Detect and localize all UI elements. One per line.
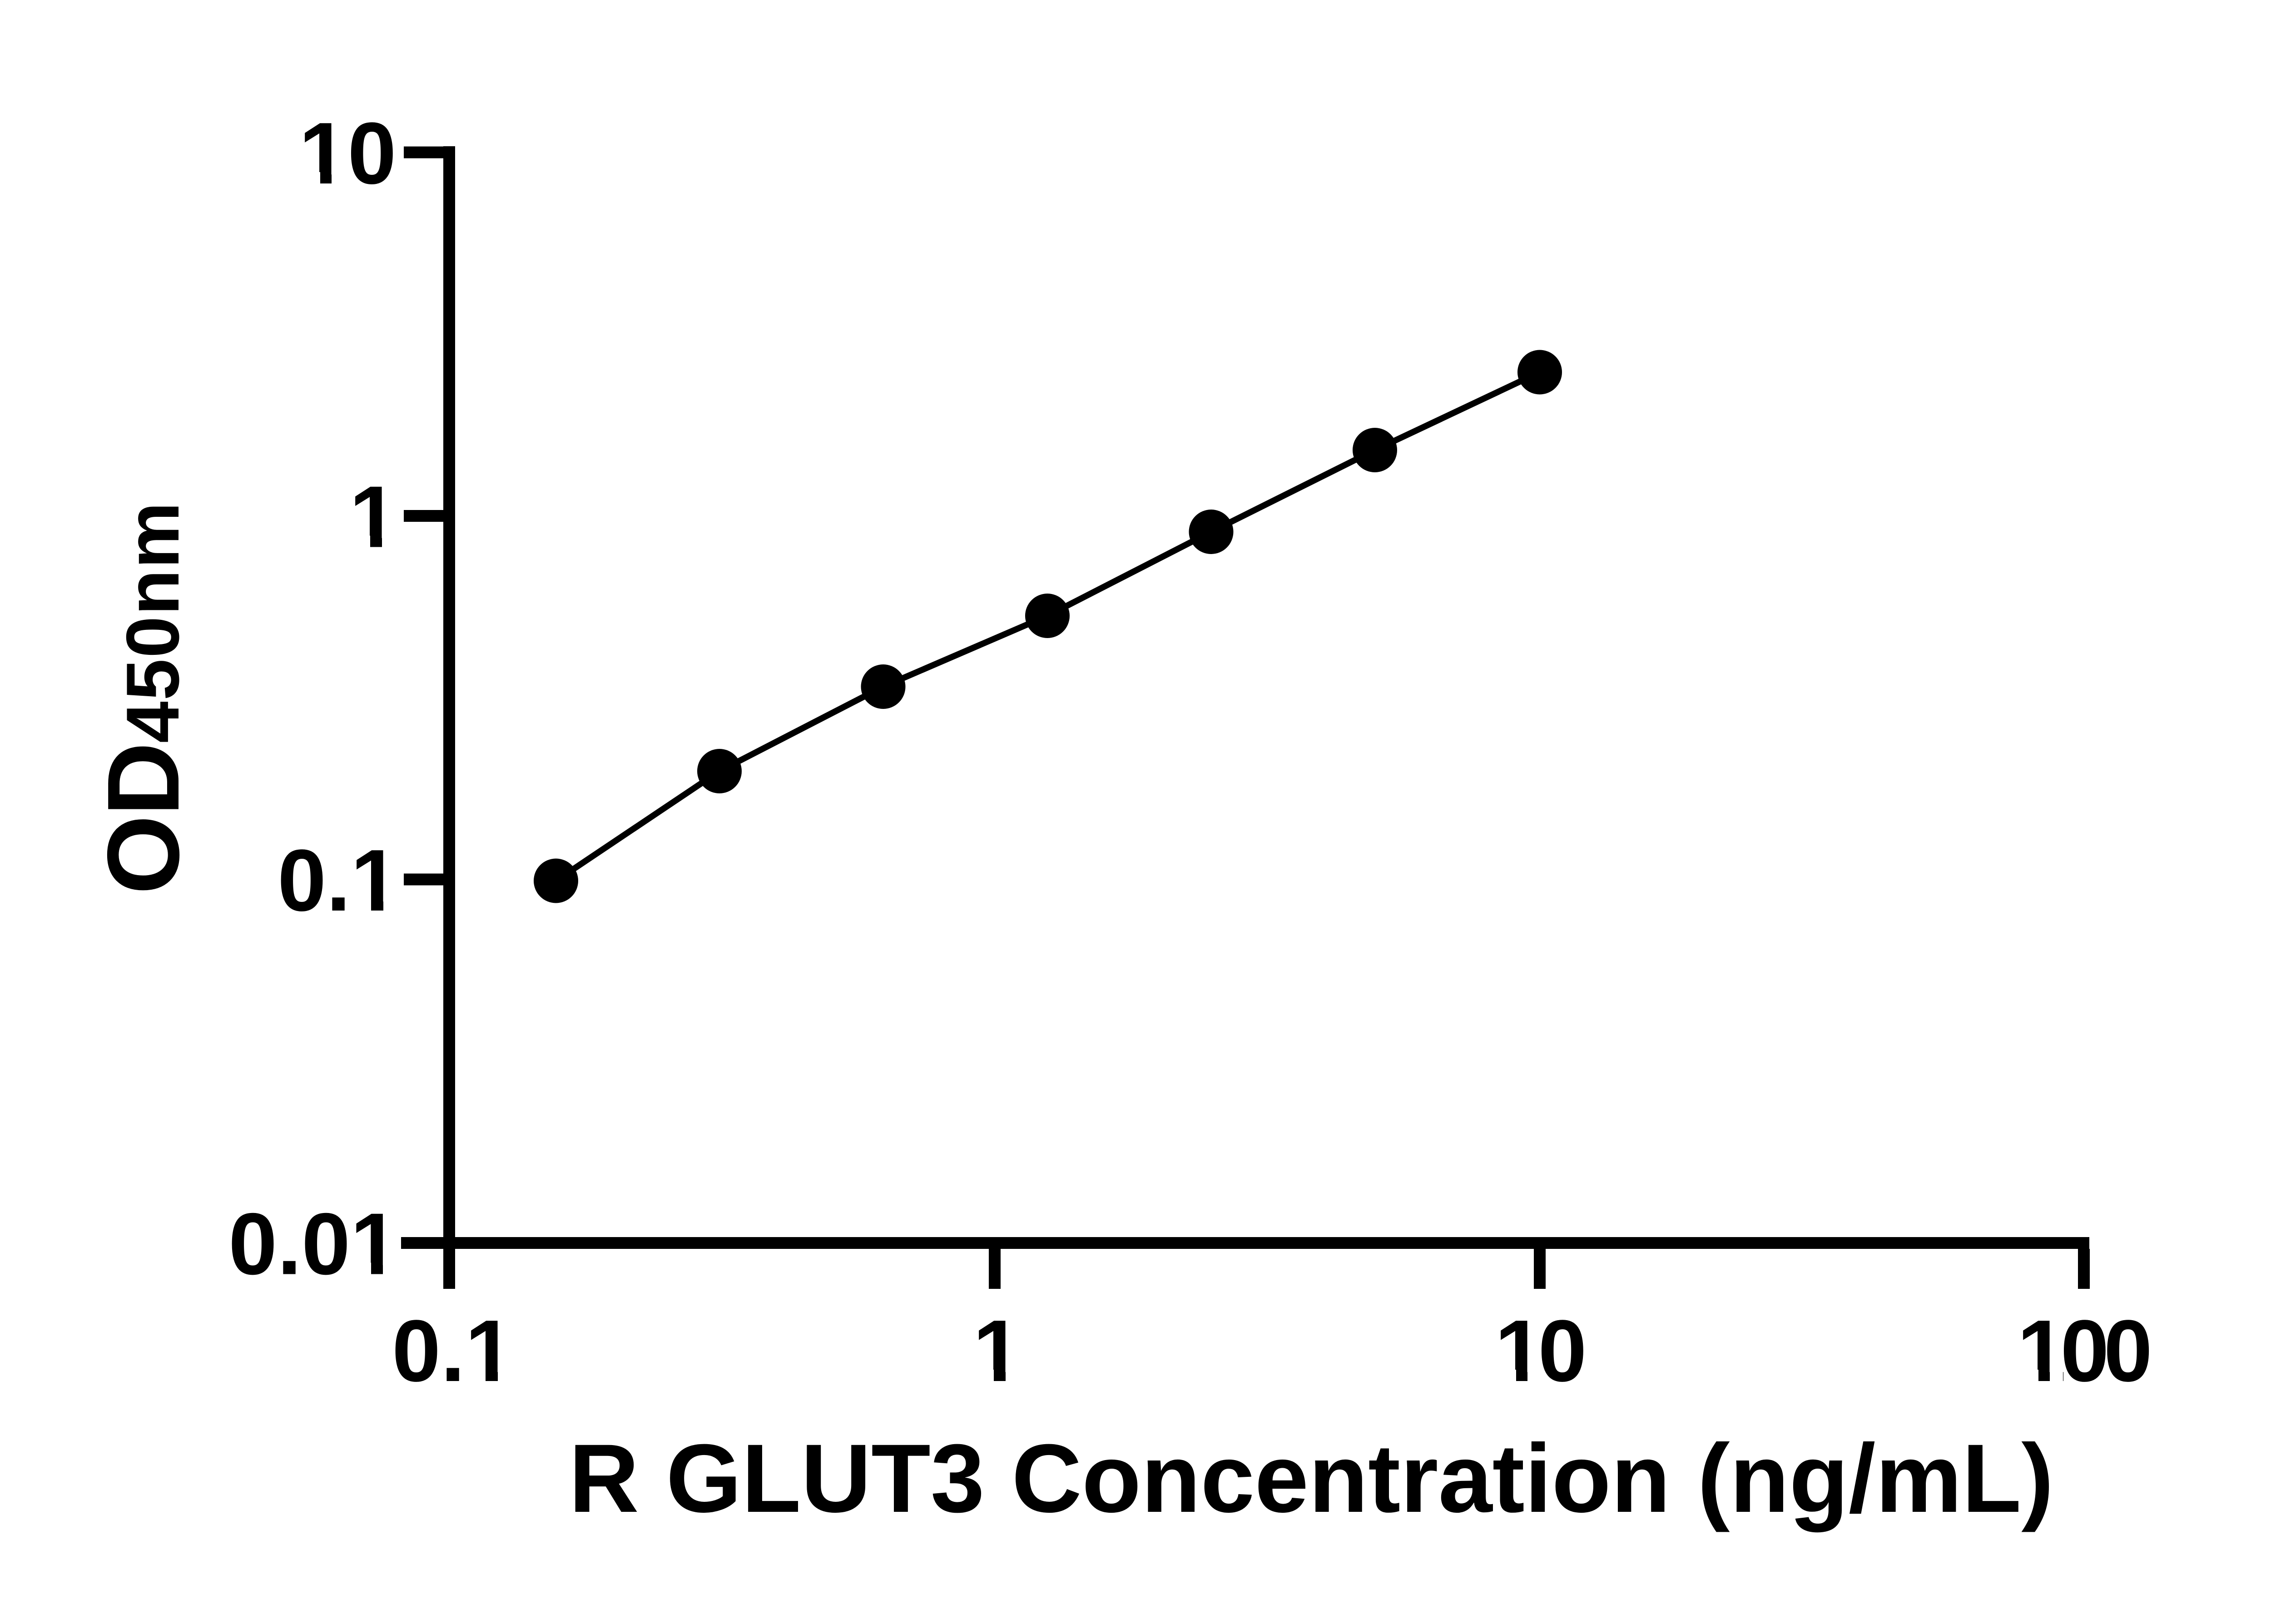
svg-text:0.01: 0.01 xyxy=(228,1195,399,1293)
svg-text:R GLUT3 Concentration (ng/mL): R GLUT3 Concentration (ng/mL) xyxy=(569,1424,2053,1533)
svg-text:100: 100 xyxy=(2017,1302,2149,1400)
svg-text:1: 1 xyxy=(973,1302,1021,1400)
svg-text:10: 10 xyxy=(1495,1302,1583,1400)
svg-text:10: 10 xyxy=(299,104,397,202)
svg-text:0.1: 0.1 xyxy=(392,1302,514,1400)
svg-text:0.1: 0.1 xyxy=(278,831,399,929)
svg-text:1: 1 xyxy=(349,468,398,566)
